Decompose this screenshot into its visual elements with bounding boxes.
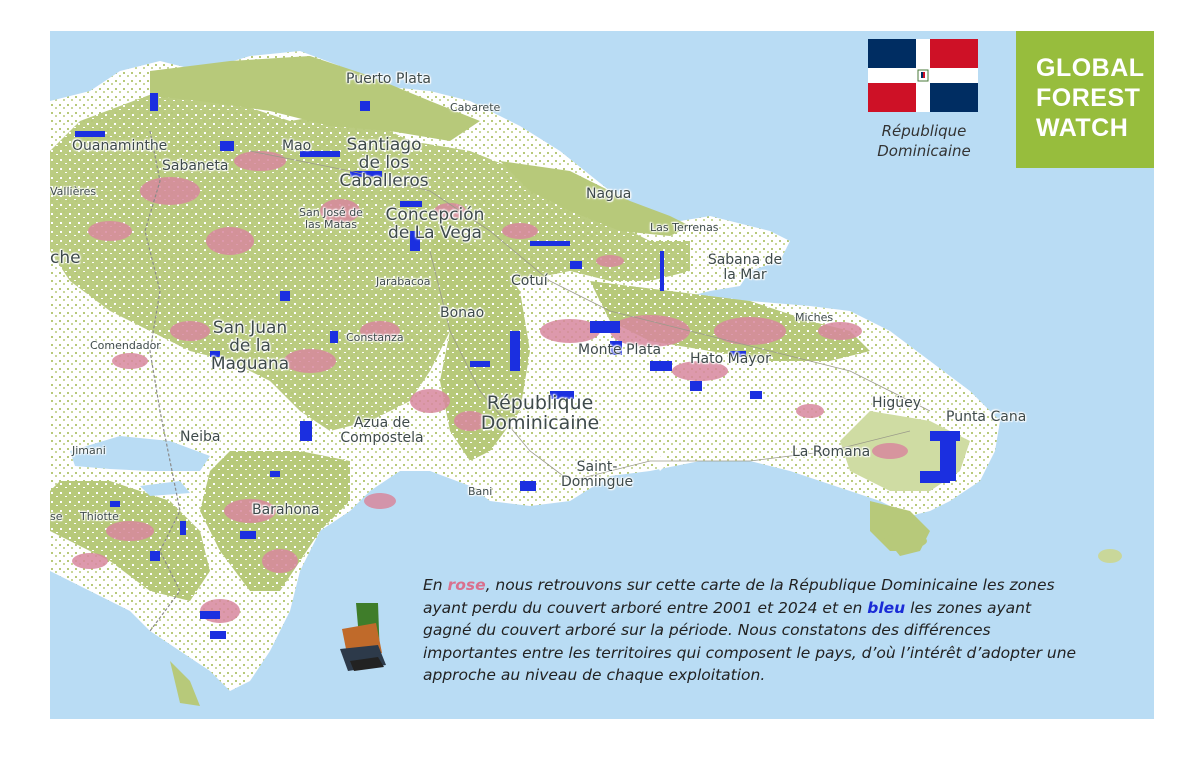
- label-la-romana: La Romana: [792, 444, 871, 460]
- label-thiotte: Thiotte: [80, 510, 119, 523]
- flag-card: République Dominicaine: [868, 39, 980, 161]
- gfw-line-2: FOREST: [1036, 84, 1141, 112]
- company-logo-icon: [340, 603, 386, 671]
- label-miches: Miches: [795, 311, 834, 324]
- caption-rose: rose: [447, 576, 486, 594]
- label-bonao: Bonao: [440, 305, 485, 321]
- map-caption: En rose, nous retrouvons sur cette carte…: [423, 574, 1083, 687]
- caption-part-2: , nous retrouvons sur cette carte de la …: [423, 576, 1055, 617]
- caption-bleu: bleu: [867, 598, 906, 617]
- label-cotui: Cotuí: [511, 273, 548, 289]
- label-republique-dominicaine: République Dominicaine: [480, 392, 600, 434]
- label-santiago: Santiago de los Caballeros: [339, 135, 429, 191]
- label-azua: Azua de Compostela: [340, 415, 424, 446]
- gfw-line-1: GLOBAL: [1036, 54, 1145, 82]
- label-neiba: Neiba: [180, 429, 221, 445]
- label-comendador: Comendador: [90, 339, 161, 352]
- label-che: che: [50, 248, 81, 268]
- label-bani: Bani: [468, 485, 493, 498]
- global-forest-watch-logo: GLOBAL FOREST WATCH: [1016, 31, 1154, 168]
- label-cabarete: Cabarete: [450, 101, 501, 114]
- label-san-jose: San José de las Matas: [299, 206, 363, 231]
- caption-part-3: les zones ayant gagné du couvert arboré …: [423, 598, 1077, 685]
- label-barahona: Barahona: [252, 502, 320, 518]
- flag-caption: République Dominicaine: [877, 122, 971, 160]
- label-sabaneta: Sabaneta: [162, 158, 229, 174]
- label-jimani: Jimani: [72, 444, 106, 457]
- label-saint-domingue: Saint-Domingue: [560, 459, 634, 490]
- map-base-layer: [50, 31, 1154, 719]
- label-ouanaminthe: Ouanaminthe: [72, 138, 168, 154]
- label-mao: Mao: [282, 138, 312, 154]
- label-sabana: Sabana de la Mar: [707, 252, 783, 283]
- label-punta-cana: Punta Cana: [946, 409, 1027, 425]
- label-se: se: [50, 510, 63, 523]
- label-constanza: Constanza: [346, 331, 404, 344]
- label-monte-plata: Monte Plata: [578, 342, 662, 358]
- label-las-terrenas: Las Terrenas: [650, 221, 719, 234]
- label-hato-mayor: Hato Mayor: [690, 351, 771, 367]
- label-nagua: Nagua: [586, 186, 632, 202]
- caption-part-1: En: [423, 576, 448, 594]
- gfw-line-3: WATCH: [1036, 114, 1129, 142]
- label-puerto-plata: Puerto Plata: [346, 71, 431, 87]
- label-higuey: Higüey: [872, 395, 922, 411]
- label-san-juan: San Juan de la Maguana: [210, 318, 290, 374]
- forest-cover-map[interactable]: Puerto Plata Cabarete Ouanaminthe Sabane…: [50, 31, 1154, 719]
- label-concepcion: Concepción de La Vega: [385, 205, 485, 243]
- label-jarabacoa: Jarabacoa: [376, 275, 431, 288]
- dominican-republic-flag-icon: [868, 39, 978, 112]
- label-vallieres: Vallières: [50, 185, 97, 198]
